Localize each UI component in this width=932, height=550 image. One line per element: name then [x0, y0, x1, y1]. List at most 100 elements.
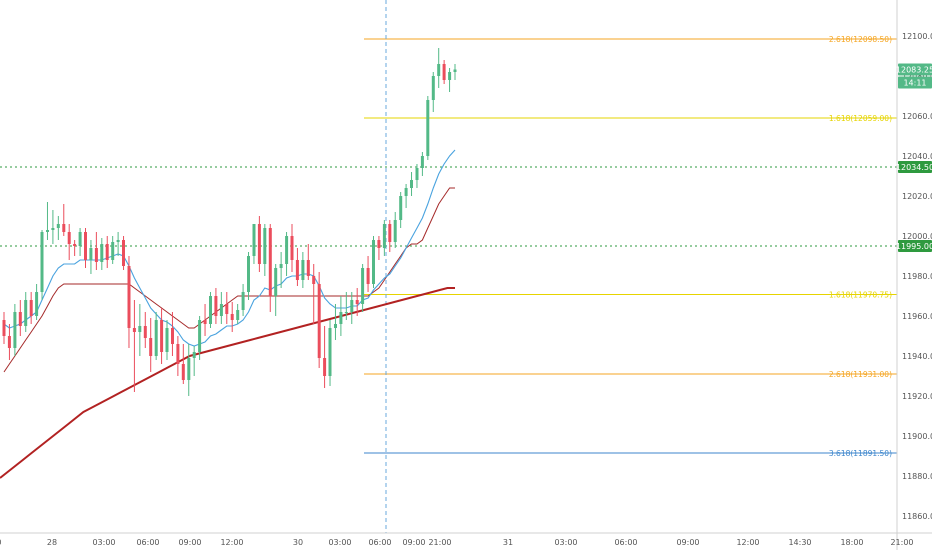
current-price-tag: 12083.25	[896, 66, 932, 75]
dotted-levels-layer	[0, 166, 897, 247]
candle-up	[192, 352, 196, 358]
time-tick-label: 21:00	[890, 538, 913, 547]
candle-up	[393, 220, 397, 242]
ema-fast-line	[3, 149, 456, 347]
candle-down	[127, 266, 131, 328]
candle-up	[187, 358, 191, 380]
candle-up	[24, 300, 28, 326]
time-tick-label: 03:00	[328, 538, 351, 547]
price-tick-label: 12040.00	[902, 152, 932, 161]
countdown-tag-bg	[898, 76, 932, 89]
candle-down	[377, 240, 381, 248]
fib-level-label: 2.618(11931.00)	[829, 370, 892, 379]
candle-up	[301, 260, 305, 280]
candle-down	[290, 236, 294, 260]
candle-up	[89, 248, 93, 260]
price-tick-label: 11920.00	[902, 392, 932, 401]
candle-up	[154, 320, 158, 356]
price-tick-label: 11860.00	[902, 512, 932, 521]
candle-down	[2, 320, 6, 336]
time-tick-label: 18:00	[840, 538, 863, 547]
candle-up	[399, 196, 403, 220]
level-price-tag: 12034.50	[896, 163, 932, 172]
level-price-tag-bg	[898, 161, 932, 173]
candle-down	[160, 320, 164, 352]
price-tick-label: 11980.00	[902, 272, 932, 281]
candle-up	[274, 268, 278, 296]
time-tick-label: 09:00	[402, 538, 425, 547]
price-tick-label: 11940.00	[902, 352, 932, 361]
candle-up	[241, 292, 245, 310]
candle-up	[328, 328, 332, 376]
candle-down	[312, 276, 316, 284]
price-tick-label: 12060.00	[902, 112, 932, 121]
time-tick-label: 30	[293, 538, 303, 547]
candle-up	[279, 264, 283, 268]
candle-up	[350, 300, 354, 312]
time-tick-label: 28	[47, 538, 57, 547]
candle-down	[355, 300, 359, 304]
candle-down	[73, 244, 77, 246]
price-tags-layer: 12083.25 14:11 12034.50 11995.00	[896, 63, 932, 252]
ema-long-line	[0, 287, 455, 479]
candle-down	[143, 326, 147, 338]
fib-level-label: 2.618(12098.50)	[829, 35, 892, 44]
time-tick-label: 09:00	[676, 538, 699, 547]
time-tick-label: 14:30	[788, 538, 811, 547]
candle-up	[361, 268, 365, 304]
candle-up	[56, 224, 60, 228]
candle-up	[420, 156, 424, 168]
candles-layer	[2, 48, 457, 396]
time-tick-label: 06:00	[136, 538, 159, 547]
candle-down	[62, 224, 66, 232]
candle-up	[263, 228, 267, 264]
candle-down	[105, 244, 109, 260]
candle-up	[404, 188, 408, 196]
candle-down	[84, 232, 87, 260]
price-tick-label: 11900.00	[902, 432, 932, 441]
candle-up	[372, 240, 375, 284]
candle-up	[236, 310, 240, 320]
countdown-tag: 14:11	[903, 79, 926, 88]
time-tick-label: 31	[503, 538, 513, 547]
candle-down	[7, 336, 11, 348]
candle-up	[437, 64, 441, 76]
candle-up	[198, 320, 202, 352]
time-axis[interactable]: 21:00 28 03:00 06:00 09:00 12:00 30 03:00 06:00 0…	[0, 532, 932, 547]
candle-up	[40, 232, 44, 292]
candle-up	[410, 180, 413, 188]
candle-up	[219, 304, 223, 316]
candle-up	[431, 76, 435, 100]
candle-down	[18, 312, 22, 326]
candle-up	[78, 232, 82, 246]
candle-up	[344, 312, 348, 313]
fib-levels-layer: 2.618(12098.50) 1.618(12059.00) 1.618(1197…	[364, 35, 897, 458]
candle-down	[317, 284, 321, 358]
candle-down	[67, 232, 71, 244]
candle-down	[203, 320, 207, 324]
candle-down	[225, 304, 229, 314]
candle-down	[122, 240, 125, 266]
time-tick-label: 21:00	[0, 538, 2, 547]
fib-level-label: 3.618(11891.50)	[829, 449, 892, 458]
time-tick-label: 12:00	[736, 538, 759, 547]
level-price-tag-bg	[898, 240, 932, 252]
candle-up	[116, 240, 120, 242]
candle-up	[415, 168, 419, 180]
price-tick-label: 11880.00	[902, 472, 932, 481]
candle-up	[165, 328, 169, 352]
candle-down	[442, 64, 446, 80]
candle-up	[426, 100, 430, 156]
candle-down	[181, 364, 185, 380]
candle-up	[448, 72, 452, 80]
fib-level-label: 1.618(12059.00)	[829, 114, 892, 123]
candle-up	[51, 228, 55, 230]
candle-up	[111, 242, 115, 260]
candle-down	[268, 228, 272, 296]
time-tick-label: 06:00	[614, 538, 637, 547]
candle-down	[132, 328, 136, 332]
candle-up	[100, 244, 104, 262]
candle-up	[247, 256, 250, 292]
